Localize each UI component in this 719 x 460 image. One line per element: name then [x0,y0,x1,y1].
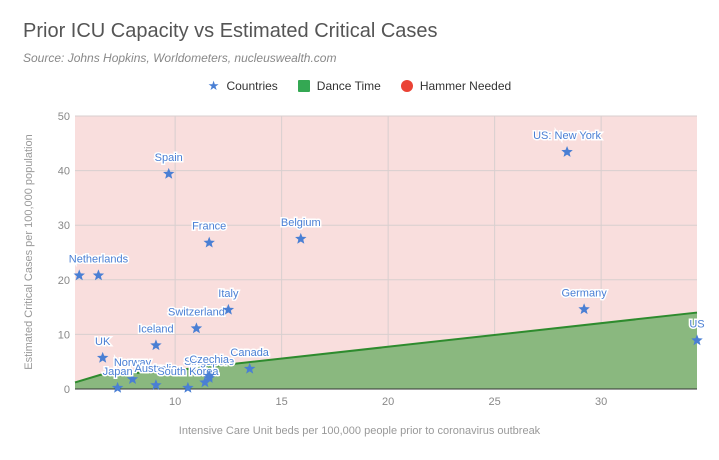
y-axis-label: Estimated Critical Cases per 100,000 pop… [23,134,35,370]
x-tick-label: 10 [169,396,181,408]
chart-legend: ★ Countries Dance Time Hammer Needed [0,79,719,93]
country-label: France [192,221,226,233]
y-tick-label: 50 [58,111,70,123]
country-label: Australia [135,363,179,375]
country-point [92,269,105,281]
x-tick-label: 30 [595,396,607,408]
country-label: Netherlands [69,253,129,265]
x-tick-label: 20 [382,396,394,408]
country-label: US [689,318,704,330]
country-point [561,146,573,157]
country-point [96,351,109,363]
country-point [199,376,211,388]
y-tick-label: 10 [58,329,70,341]
country-point [163,167,175,179]
x-tick-label: 15 [275,396,287,408]
legend-item-dance-time[interactable]: Dance Time [297,79,381,93]
country-label: Japan [103,366,133,378]
country-point [150,379,162,391]
country-point [691,334,703,346]
legend-item-hammer-needed[interactable]: Hammer Needed [400,79,512,93]
country-point [126,373,139,385]
country-point [150,339,162,351]
country-label: Czechia [189,354,230,366]
country-label: Norway [114,357,152,369]
green-square-icon [297,80,310,92]
country-label: South Korea [157,366,219,378]
country-point [295,232,307,244]
country-point [203,236,215,248]
y-tick-label: 20 [58,275,70,287]
country-label: Germany [561,287,607,299]
chart-subtitle: Source: Johns Hopkins, Worldometers, nuc… [23,51,337,65]
country-label: US: New York [533,130,601,142]
country-point [222,303,235,315]
country-point [243,362,256,374]
country-label: Italy [218,288,239,300]
country-point [73,269,85,281]
country-label: Belgium [281,217,321,229]
country-point [111,381,124,393]
dance-time-area [75,312,697,389]
country-label: Singapore [184,356,234,368]
legend-item-countries[interactable]: ★ Countries [208,79,278,93]
country-label: Spain [155,152,183,164]
legend-label-hammer-needed: Hammer Needed [419,79,512,93]
country-label: Switzerland [168,306,225,318]
country-point [203,369,215,381]
chart-title: Prior ICU Capacity vs Estimated Critical… [23,20,438,42]
x-tick-label: 25 [489,396,501,408]
y-tick-label: 30 [58,220,70,232]
y-tick-label: 0 [64,384,70,396]
dance-time-boundary [74,311,698,384]
country-label: Canada [230,347,269,359]
y-tick-label: 40 [58,166,70,178]
legend-label-dance-time: Dance Time [316,79,381,93]
country-point [190,322,203,334]
country-label: Iceland [138,323,173,335]
country-point [578,303,590,315]
country-point [182,381,194,393]
legend-label-countries: Countries [226,79,278,93]
red-circle-icon [400,80,413,92]
x-axis-label: Intensive Care Unit beds per 100,000 peo… [178,425,541,437]
star-icon: ★ [207,78,220,93]
country-label: UK [95,336,111,348]
